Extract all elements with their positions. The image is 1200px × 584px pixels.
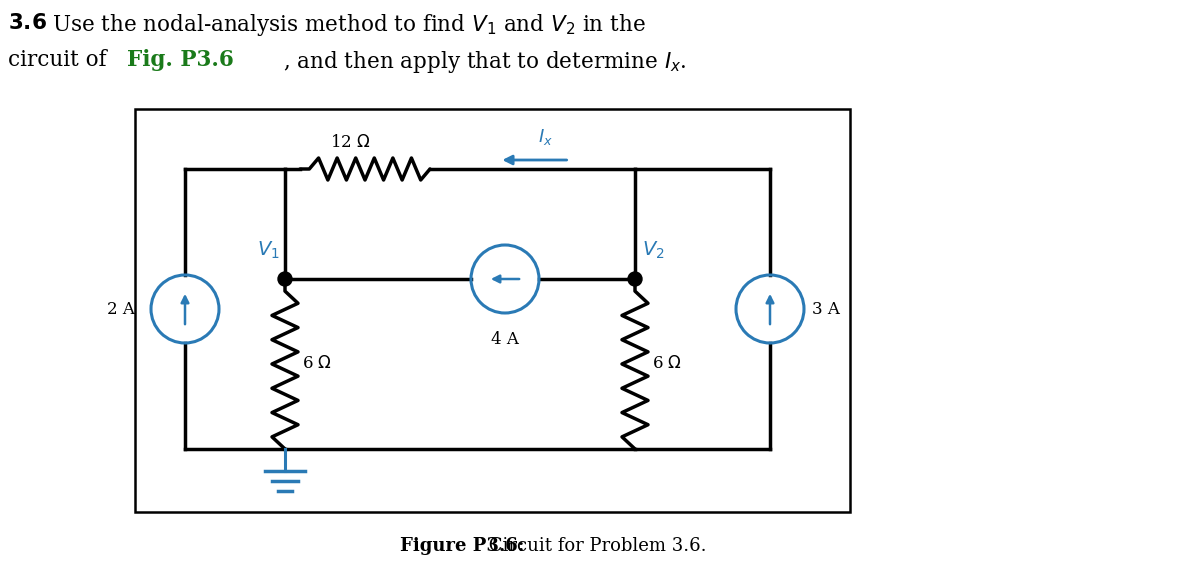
Circle shape <box>628 272 642 286</box>
Text: 6 $\Omega$: 6 $\Omega$ <box>302 356 332 373</box>
Text: $\mathbf{3.6}$: $\mathbf{3.6}$ <box>8 12 47 34</box>
Text: 12 $\Omega$: 12 $\Omega$ <box>330 134 371 151</box>
Text: circuit of: circuit of <box>8 49 114 71</box>
Text: $V_2$: $V_2$ <box>642 239 665 261</box>
Text: Fig. P3.6: Fig. P3.6 <box>127 49 234 71</box>
Circle shape <box>278 272 292 286</box>
Text: Use the nodal-analysis method to find $V_1$ and $V_2$ in the: Use the nodal-analysis method to find $V… <box>52 12 646 38</box>
Text: 4 A: 4 A <box>491 331 518 348</box>
Text: 3 A: 3 A <box>812 301 840 318</box>
Text: , and then apply that to determine $I_x$.: , and then apply that to determine $I_x$… <box>283 49 686 75</box>
Text: Circuit for Problem 3.6.: Circuit for Problem 3.6. <box>482 537 707 555</box>
FancyBboxPatch shape <box>134 109 850 512</box>
Text: 6 $\Omega$: 6 $\Omega$ <box>652 356 682 373</box>
Text: Figure P3.6:: Figure P3.6: <box>401 537 524 555</box>
Text: 2 A: 2 A <box>107 301 134 318</box>
Text: $I_x$: $I_x$ <box>538 127 553 147</box>
Text: $V_1$: $V_1$ <box>257 239 280 261</box>
